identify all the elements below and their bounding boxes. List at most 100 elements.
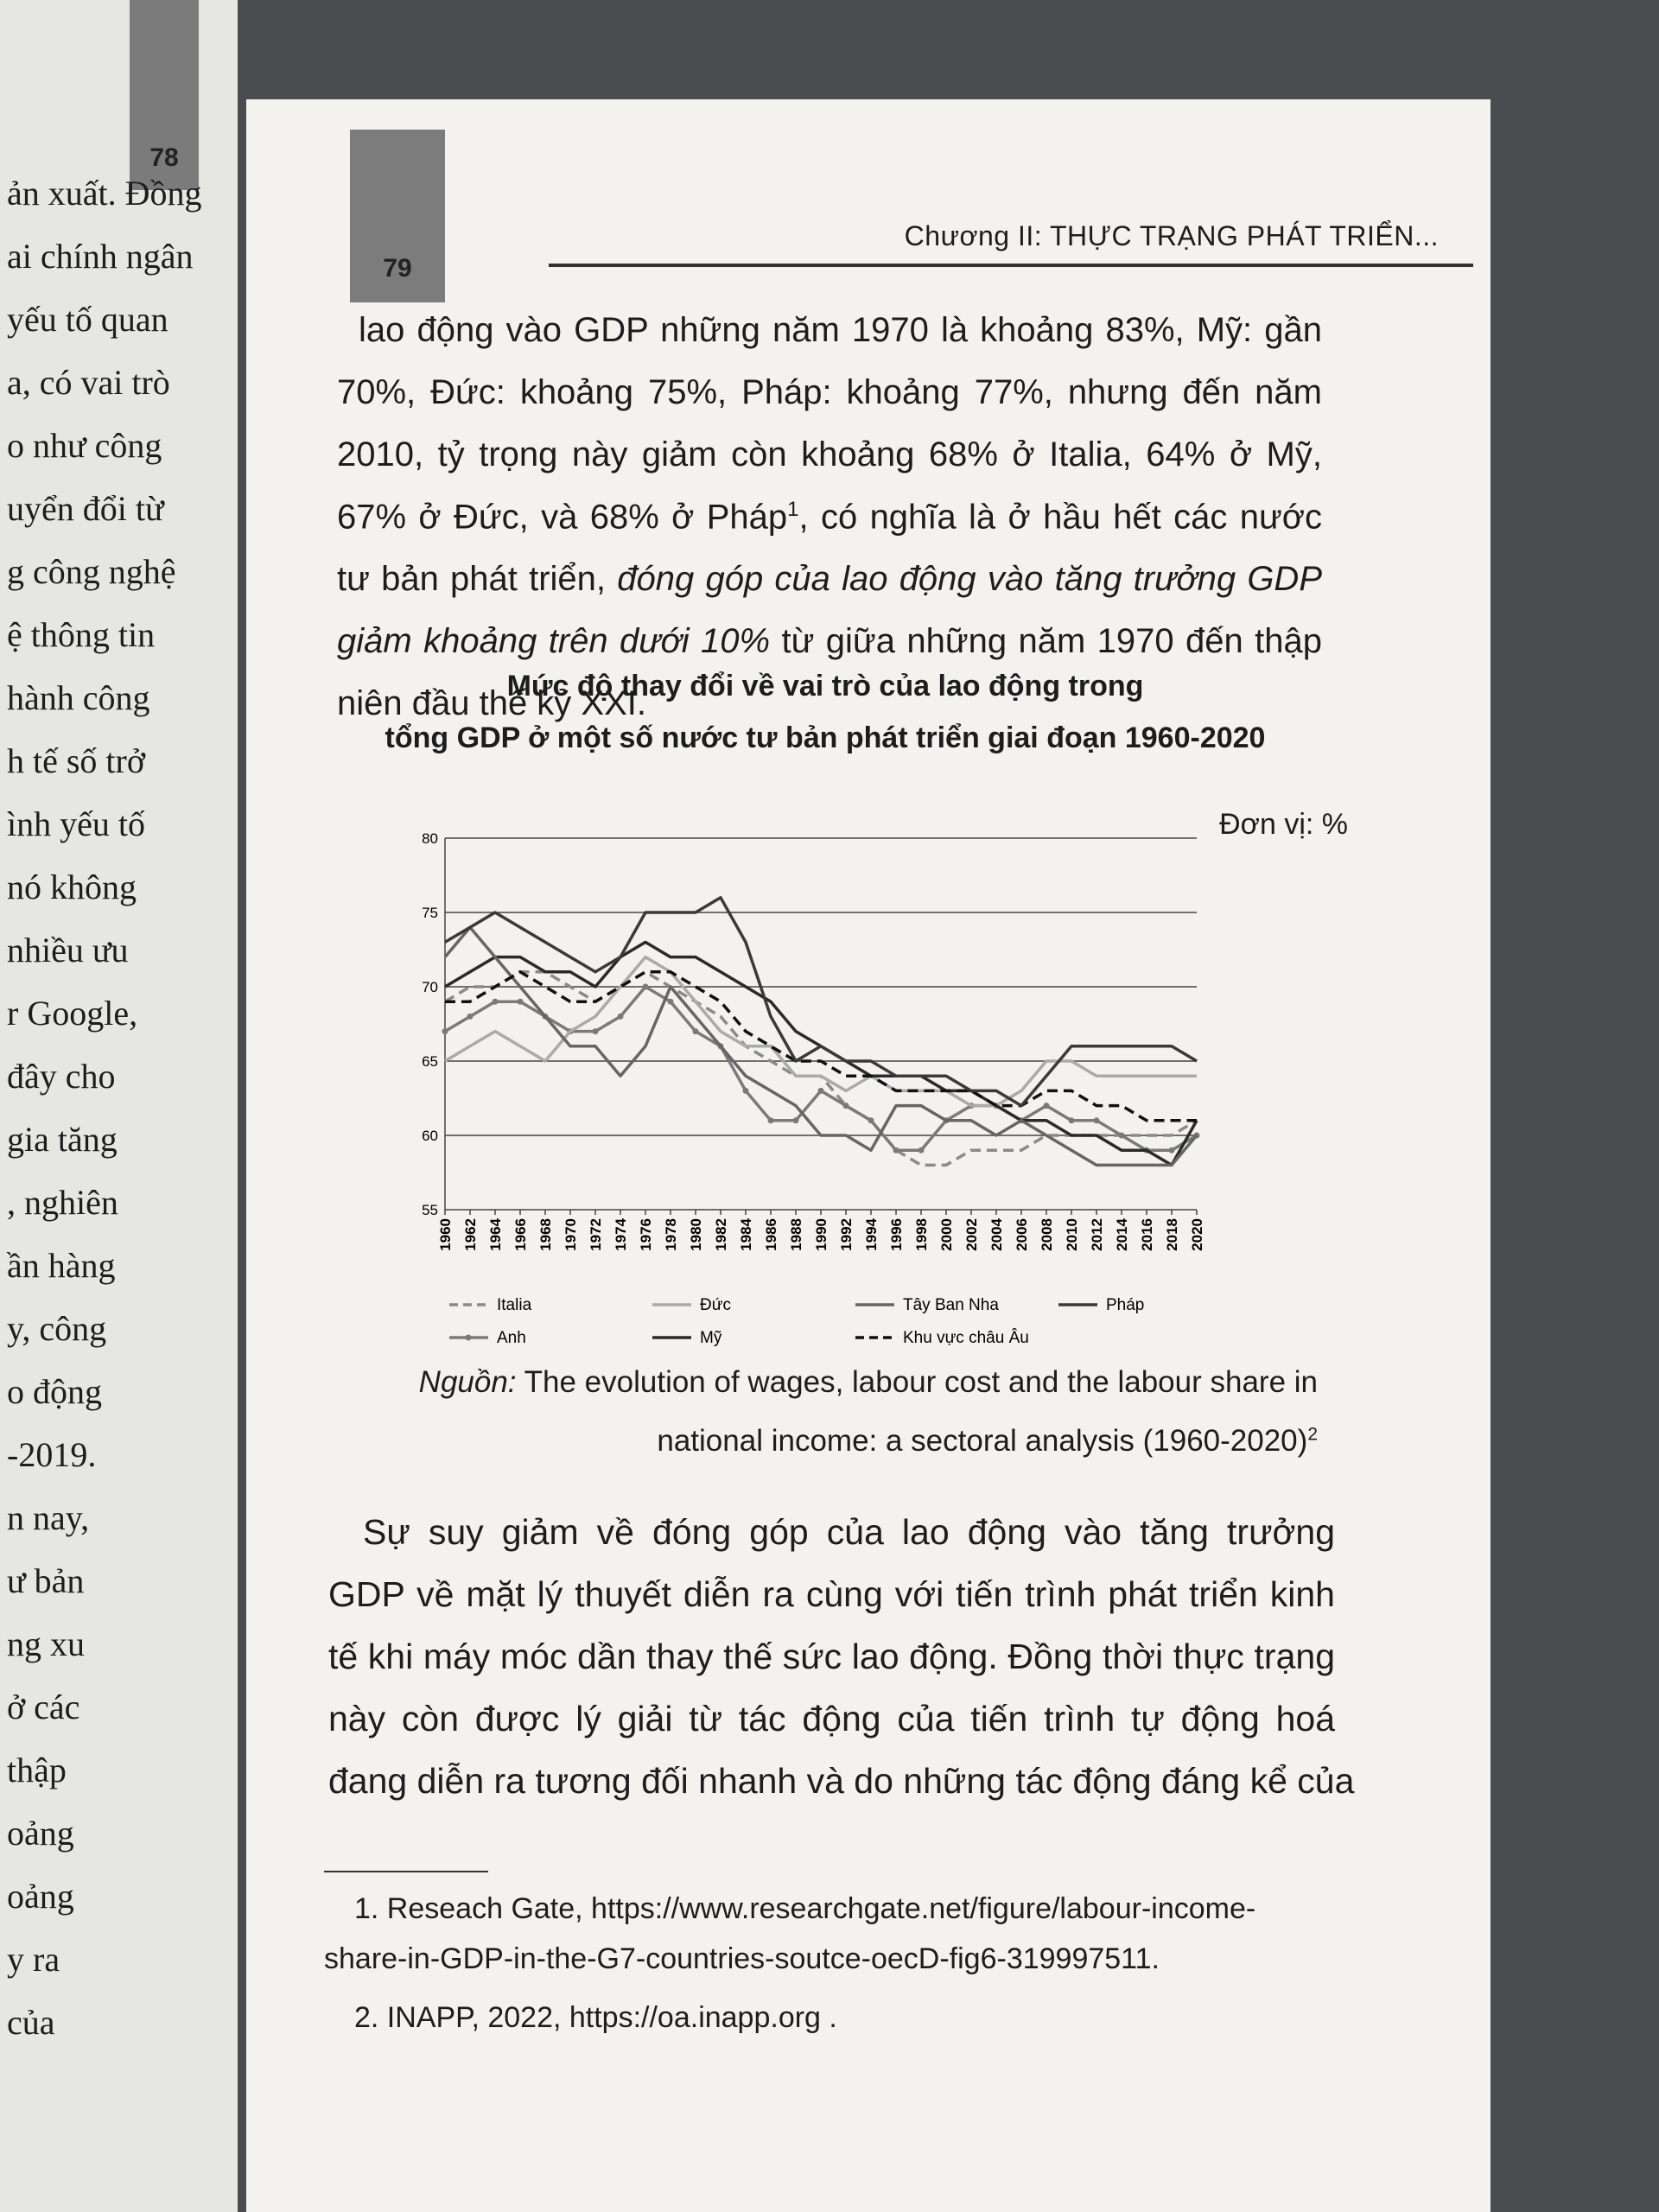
x-tick-label: 2012 [1089,1218,1105,1251]
text-run: 1 [787,498,799,521]
text-line: y ra [7,1940,60,1979]
x-tick-label: 2010 [1064,1218,1080,1251]
x-tick-label: 2008 [1039,1218,1055,1251]
text-line: h tế số trở [7,741,146,780]
text-line: GDP về mặt lý thuyết diễn ra cùng với ti… [328,1574,1335,1614]
x-tick-label: 1974 [613,1217,629,1250]
footnote: share-in-GDP-in-the-G7-countries-soutce-… [324,1942,1160,1975]
x-tick-label: 1962 [462,1218,479,1251]
series-marker [467,1013,474,1020]
right-page: 79 Chương II: THỰC TRẠNG PHÁT TRIỂN... M… [246,99,1491,2212]
text-line: oảng [7,1877,74,1916]
text-line: 2010, tỷ trọng này giảm còn khoảng 68% ở… [337,435,1322,474]
x-tick-label: 2020 [1189,1218,1205,1251]
text-line: tế khi máy móc dần thay thế sức lao động… [328,1637,1335,1676]
text-run: national income: a sectoral analysis (19… [657,1424,1308,1458]
series-marker [517,998,524,1005]
x-tick-label: 1992 [838,1218,855,1251]
series-marker [842,1103,849,1109]
chart: 55 60 65 70 75 80 1960 1962 1964 1966 1968 1970 1972… [422,830,1205,1347]
text-run: 2 [1307,1424,1318,1445]
legend-label: Đức [700,1296,731,1314]
text-run: niên đầu thế kỷ XXI. [337,684,647,722]
series-marker [667,998,674,1005]
text-run: giảm khoảng trên dưới 10% [337,622,771,660]
series-marker [742,1087,749,1094]
x-tick-label: 1998 [913,1218,930,1251]
source-line: Nguồn: The evolution of wages, labour co… [419,1365,1318,1400]
legend-marker [465,1334,472,1341]
text-line: ở các [7,1688,80,1726]
series-marker [918,1147,925,1154]
x-tick-label: 1976 [638,1218,654,1251]
text-line: niên đầu thế kỷ XXI. [337,684,1322,723]
series-marker [617,1013,624,1020]
series-marker [642,983,649,990]
text-line: Sự suy giảm về đóng góp của lao động vào… [363,1512,1335,1552]
x-tick-label: 1960 [437,1218,454,1251]
text-line: nhiều ưu [7,931,129,969]
x-tick-label: 1982 [713,1218,729,1251]
text-line: 67% ở Đức, và 68% ở Pháp1, có nghĩa là ở… [337,498,1322,537]
y-tick-label: 65 [422,1053,438,1070]
x-tick-label: 2006 [1014,1218,1030,1251]
text-run: tư bản phát triển, [337,560,618,598]
series-marker [767,1117,774,1124]
text-line: n nay, [7,1498,90,1537]
page-number: 79 [350,130,445,302]
legend-label: Mỹ [700,1329,722,1347]
text-line: yếu tố quan [7,300,168,339]
text-line: 70%, Đức: khoảng 75%, Pháp: khoảng 77%, … [337,373,1322,412]
y-tick-label: 75 [422,905,438,921]
text-run: The evolution of wages, labour cost and … [516,1365,1318,1399]
source-line: national income: a sectoral analysis (19… [657,1424,1318,1459]
text-line: -2019. [7,1435,97,1474]
x-tick-label: 1980 [688,1218,704,1251]
x-tick-label: 1994 [863,1217,880,1250]
x-tick-label: 1964 [487,1217,504,1250]
text-line: ư bản [7,1561,85,1600]
text-line: a, có vai trò [7,363,170,402]
text-line: y, công [7,1309,107,1348]
chart-unit: Đơn vị: % [1219,808,1348,841]
footnote-rule [324,1871,488,1872]
text-line: đang diễn ra tương đối nhanh và do những… [328,1761,1355,1801]
text-line: này còn được lý giải từ tác động của tiế… [328,1699,1335,1738]
text-line: hành công [7,678,150,717]
text-line: o động [7,1372,102,1411]
legend-label: Tây Ban Nha [903,1296,999,1314]
series-line [443,925,1198,1167]
x-tick-label: 2002 [963,1218,980,1251]
legend-label: Italia [497,1296,532,1314]
running-title: Chương II: THỰC TRẠNG PHÁT TRIỂN... [904,220,1439,251]
y-tick-label: 60 [422,1128,438,1144]
text-run: , có nghĩa là ở hầu hết các nước [798,498,1323,537]
text-line: gia tăng [7,1120,118,1159]
text-line: g công nghệ [7,552,176,591]
text-run: 70%, Đức: khoảng 75%, Pháp: khoảng 77%, … [337,373,1322,411]
text-line: r Google, [7,994,138,1033]
series-line [445,970,1197,1122]
series-line [444,955,1197,1108]
page-number: 78 [130,0,199,190]
series-marker [1118,1132,1125,1139]
text-line: oảng [7,1814,74,1853]
x-tick-label: 2000 [938,1218,955,1251]
footnote: 1. Reseach Gate, https://www.researchgat… [354,1892,1256,1925]
x-tick-label: 1970 [563,1218,579,1251]
text-run: lao động vào GDP những năm 1970 là khoản… [359,311,1322,349]
text-line: ản xuất. Đồng [7,174,202,213]
x-tick-label: 2014 [1114,1217,1130,1250]
x-tick-label: 1978 [663,1218,679,1251]
text-line: ng xu [7,1624,85,1663]
series-marker [817,1087,824,1094]
text-line: uyển đổi từ [7,489,164,528]
series-marker [1068,1117,1075,1124]
text-line: ần hàng [7,1246,116,1285]
chart-title: Mức độ thay đổi về vai trò của lao động … [506,670,1144,702]
series-marker [592,1028,599,1035]
series-marker [868,1117,874,1124]
series-marker [492,998,499,1005]
